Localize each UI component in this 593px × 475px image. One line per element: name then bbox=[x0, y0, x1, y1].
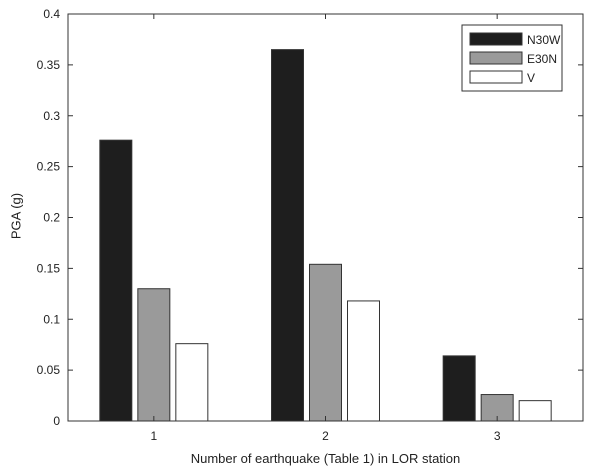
legend: N30W E30N V bbox=[461, 24, 563, 92]
y-axis-label-box: PGA (g) bbox=[4, 0, 28, 475]
bar-e30n-2 bbox=[309, 263, 342, 422]
bar-v-1 bbox=[175, 343, 209, 422]
x-tick-label: 3 bbox=[494, 429, 501, 443]
x-axis-label: Number of earthquake (Table 1) in LOR st… bbox=[190, 451, 461, 466]
bar-n30w-3 bbox=[442, 355, 476, 422]
y-tick-label: 0.2 bbox=[43, 211, 60, 225]
bar-n30w-1 bbox=[99, 139, 133, 422]
y-axis-ticks: 0 0.05 0.1 0.15 0.2 0.25 0.3 0.35 0.4 bbox=[37, 7, 583, 428]
bar-e30n-1 bbox=[137, 288, 171, 422]
y-tick-label: 0.1 bbox=[43, 312, 60, 326]
y-tick-label: 0.05 bbox=[37, 363, 61, 377]
y-tick-label: 0.15 bbox=[37, 261, 61, 275]
x-axis-ticks: 1 2 3 bbox=[150, 14, 501, 443]
bar-v-2 bbox=[347, 300, 380, 422]
y-axis-label: PGA (g) bbox=[8, 192, 24, 240]
bar-n30w-2 bbox=[271, 49, 304, 422]
legend-label-v: V bbox=[527, 71, 535, 85]
x-tick-label: 1 bbox=[150, 429, 157, 443]
x-tick-label: 2 bbox=[322, 429, 329, 443]
legend-swatch-e30n bbox=[469, 51, 523, 65]
y-tick-label: 0.4 bbox=[43, 7, 60, 21]
bar-v-3 bbox=[518, 400, 552, 422]
y-tick-label: 0 bbox=[53, 414, 60, 428]
bars-group bbox=[99, 49, 552, 422]
legend-swatch-n30w bbox=[469, 32, 523, 46]
y-tick-label: 0.35 bbox=[37, 58, 61, 72]
y-tick-label: 0.25 bbox=[37, 160, 61, 174]
legend-swatch-v bbox=[469, 70, 523, 84]
y-tick-label: 0.3 bbox=[43, 109, 60, 123]
legend-label-e30n: E30N bbox=[527, 52, 557, 66]
legend-label-n30w: N30W bbox=[527, 33, 561, 47]
